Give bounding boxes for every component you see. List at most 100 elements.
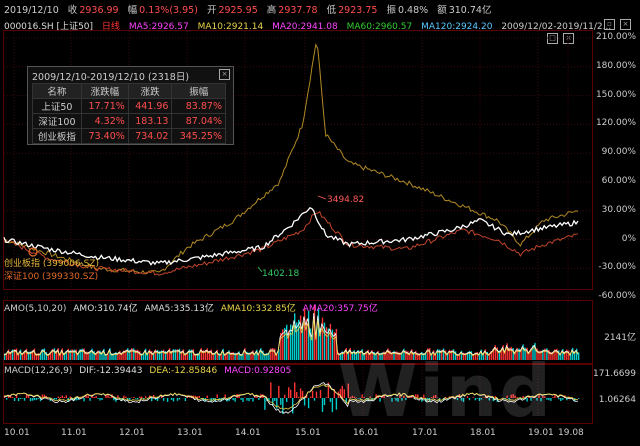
macd-bar — [456, 398, 459, 401]
header-chg: 涨跌 — [127, 83, 173, 99]
row-pct: 4.32% — [80, 113, 129, 129]
amo-bar — [109, 348, 111, 360]
macd-bar — [460, 398, 463, 401]
amo-bar — [77, 353, 79, 360]
x-axis-tick: 11.01 — [61, 428, 87, 438]
date-range[interactable]: 2009/12/02-2019/11/2... — [501, 22, 612, 32]
amo-bar — [534, 342, 536, 360]
amo-bar — [172, 349, 175, 360]
amo-bar — [401, 352, 403, 360]
amo-bar — [290, 324, 292, 360]
amo-bar — [345, 348, 347, 360]
close-label: 收 — [67, 5, 78, 16]
macd-bar — [578, 398, 580, 399]
amo-bar — [224, 353, 226, 360]
amo-bar — [452, 349, 455, 360]
macd-bar — [43, 394, 46, 398]
close-icon[interactable]: × — [620, 19, 631, 30]
macd-bar — [290, 389, 292, 398]
amo-bar — [500, 349, 502, 360]
amo-bar — [433, 350, 435, 360]
macd-bar — [154, 398, 157, 401]
amo-bar — [377, 350, 379, 360]
main-chart-panel[interactable] — [3, 30, 593, 290]
macd-bar — [57, 396, 59, 398]
macd-bar — [536, 398, 538, 401]
row-chg: 183.13 — [127, 113, 173, 129]
amo-bar — [190, 349, 193, 360]
macd-bar — [349, 397, 351, 398]
amo-bar — [554, 349, 556, 360]
amo-bar — [196, 353, 199, 360]
macd-bar — [95, 395, 97, 398]
macd-bar — [484, 396, 487, 398]
amo-bar — [75, 349, 77, 360]
amo-bar — [385, 352, 387, 360]
amo-bar — [389, 350, 391, 360]
x-axis-tick: 17.01 — [412, 428, 438, 438]
amo-value: AMO:310.74亿 — [73, 304, 138, 314]
amo-bar — [8, 349, 10, 360]
amo-bar — [107, 353, 109, 360]
macd-bar — [550, 398, 552, 401]
macd-bar — [401, 398, 403, 401]
index-code[interactable]: 000016.SH [上证50] — [4, 22, 94, 32]
macd-bar — [327, 382, 330, 398]
amo-panel[interactable] — [3, 300, 593, 364]
macd-bar — [391, 398, 393, 402]
amo-bar — [508, 347, 510, 360]
macd-bar — [8, 395, 10, 398]
macd-bar — [212, 398, 214, 400]
amo-bar — [135, 349, 137, 360]
macd-bar — [256, 396, 258, 398]
popup-close-icon[interactable]: × — [219, 69, 230, 80]
amo-bar — [347, 351, 349, 360]
amo-bar — [409, 353, 411, 360]
amo-bar — [45, 352, 48, 360]
x-axis-tick: 14.01 — [235, 428, 261, 438]
interval-stats-popup[interactable]: 2009/12/10-2019/12/10 (2318日) × 名称 涨跌幅 涨… — [27, 66, 234, 145]
row-name: 深证100 — [32, 113, 82, 129]
restore-icon[interactable]: ▫ — [604, 19, 615, 30]
amo-bar — [69, 350, 71, 360]
amo-bar — [448, 349, 451, 360]
header-pct: 涨跌幅 — [80, 83, 129, 99]
amo-bar — [488, 353, 490, 360]
period-label[interactable]: 日线 — [101, 22, 120, 32]
amo-bar — [214, 352, 216, 360]
macd-bar — [313, 398, 316, 401]
amo-bar — [458, 353, 461, 360]
macd-bar — [198, 395, 200, 398]
amo-bar — [496, 347, 498, 360]
amo-bar — [31, 350, 34, 360]
quote-date: 2019/12/10 — [4, 5, 59, 16]
header-name: 名称 — [32, 83, 82, 99]
amo-bar — [85, 351, 87, 360]
macd-bar — [351, 395, 353, 398]
amo-bar — [391, 352, 393, 360]
amo-bar — [174, 349, 177, 360]
macd-panel[interactable] — [3, 364, 593, 424]
amo-bar — [121, 352, 123, 360]
amo-bar — [268, 352, 270, 360]
amo-bar — [254, 353, 256, 360]
amo-bar — [87, 351, 89, 360]
macd-bar — [522, 396, 524, 398]
amo-title: AMO(5,10,20) — [4, 304, 67, 314]
amo-bar — [578, 352, 580, 360]
amo-bar — [288, 330, 290, 360]
macd-bar — [540, 398, 542, 402]
amo-bar — [472, 354, 475, 360]
amo-bar — [570, 353, 572, 360]
amo-bar — [323, 322, 326, 360]
amo-bar — [576, 348, 578, 360]
macd-bar — [121, 398, 123, 401]
macd-axis-top: 171.6699 — [593, 369, 636, 379]
row-chg: 734.02 — [127, 128, 173, 144]
row-name: 上证50 — [32, 98, 82, 114]
amo-bar — [81, 348, 83, 360]
amo-bar — [111, 353, 113, 360]
macd-title: MACD(12,26,9) — [4, 366, 73, 376]
macd-bar — [393, 398, 395, 399]
